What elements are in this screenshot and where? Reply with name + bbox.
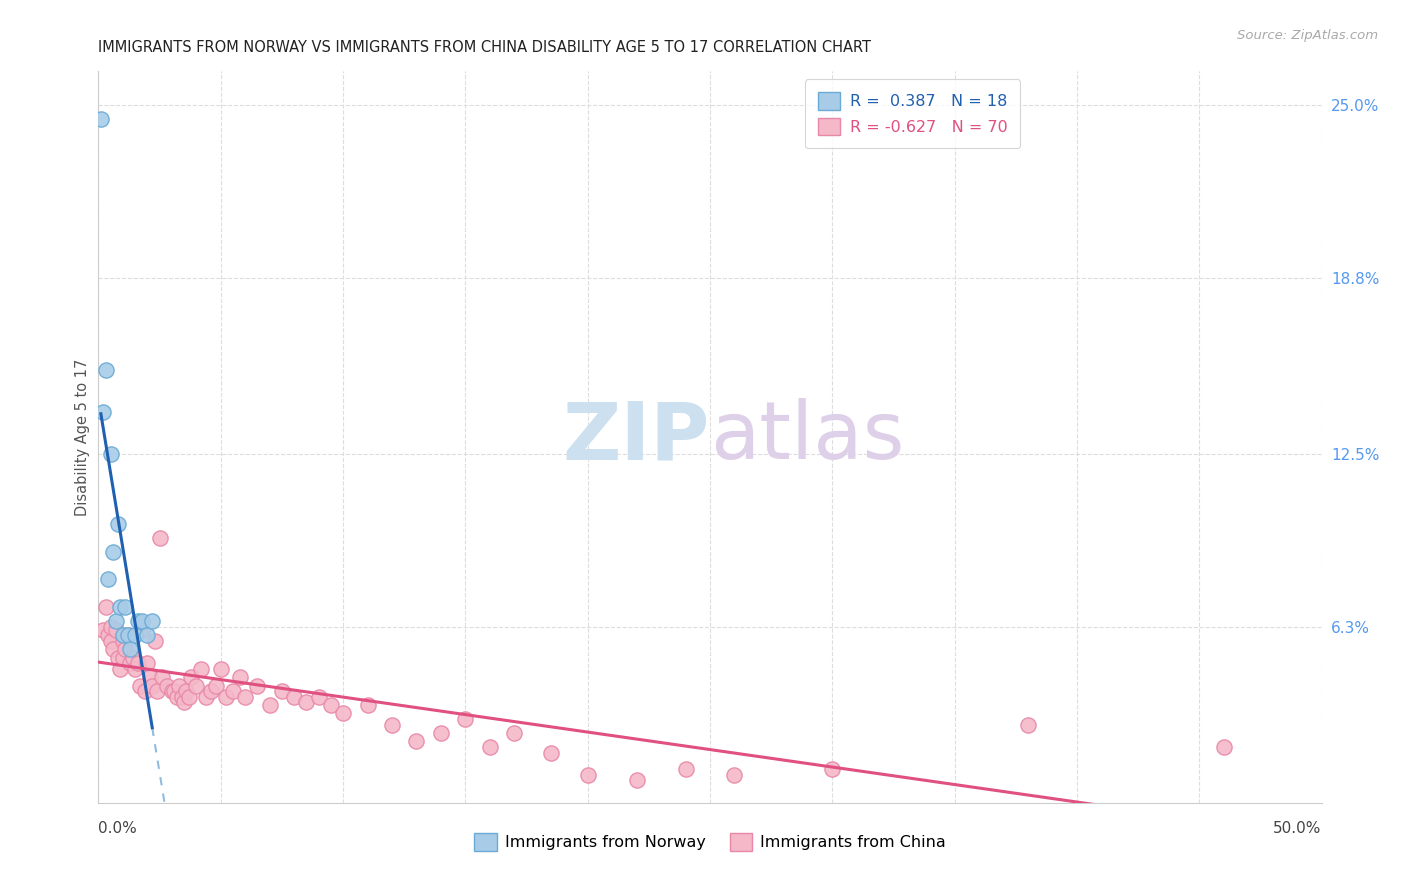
- Point: [97, 628, 120, 642]
- Text: 0.0%: 0.0%: [98, 821, 138, 836]
- Point: [176, 684, 198, 698]
- Point: [136, 628, 159, 642]
- Point: [143, 633, 166, 648]
- Point: [100, 447, 122, 461]
- Point: [478, 739, 501, 754]
- Point: [141, 615, 163, 629]
- Point: [127, 657, 149, 671]
- Point: [166, 690, 188, 704]
- Point: [173, 695, 195, 709]
- Text: Source: ZipAtlas.com: Source: ZipAtlas.com: [1237, 29, 1378, 42]
- Point: [319, 698, 342, 712]
- Point: [114, 600, 136, 615]
- Point: [104, 623, 127, 637]
- Point: [167, 679, 190, 693]
- Point: [723, 768, 745, 782]
- Point: [270, 684, 294, 698]
- Point: [229, 670, 252, 684]
- Point: [295, 695, 318, 709]
- Point: [222, 684, 245, 698]
- Point: [576, 768, 599, 782]
- Point: [114, 642, 136, 657]
- Point: [94, 600, 117, 615]
- Point: [124, 662, 146, 676]
- Point: [110, 662, 132, 676]
- Point: [821, 762, 844, 776]
- Point: [101, 642, 124, 657]
- Point: [180, 670, 202, 684]
- Point: [356, 698, 378, 712]
- Point: [91, 405, 114, 419]
- Point: [131, 623, 153, 637]
- Point: [139, 670, 162, 684]
- Point: [186, 679, 208, 693]
- Point: [131, 615, 153, 629]
- Point: [111, 633, 134, 648]
- Point: [101, 544, 124, 558]
- Point: [200, 684, 222, 698]
- Point: [170, 690, 193, 704]
- Text: IMMIGRANTS FROM NORWAY VS IMMIGRANTS FROM CHINA DISABILITY AGE 5 TO 17 CORRELATI: IMMIGRANTS FROM NORWAY VS IMMIGRANTS FRO…: [98, 40, 872, 55]
- Point: [381, 717, 404, 731]
- Point: [97, 573, 120, 587]
- Point: [136, 657, 159, 671]
- Point: [111, 650, 134, 665]
- Point: [107, 516, 129, 531]
- Point: [1017, 717, 1039, 731]
- Point: [141, 679, 163, 693]
- Point: [121, 650, 143, 665]
- Text: atlas: atlas: [710, 398, 904, 476]
- Point: [156, 679, 179, 693]
- Point: [110, 600, 132, 615]
- Point: [675, 762, 697, 776]
- Text: 50.0%: 50.0%: [1274, 821, 1322, 836]
- Point: [259, 698, 281, 712]
- Point: [100, 620, 122, 634]
- Point: [120, 657, 142, 671]
- Point: [100, 633, 122, 648]
- Point: [214, 690, 236, 704]
- Legend: Immigrants from Norway, Immigrants from China: Immigrants from Norway, Immigrants from …: [468, 827, 952, 857]
- Point: [104, 615, 127, 629]
- Point: [91, 623, 114, 637]
- Point: [205, 679, 228, 693]
- Point: [283, 690, 305, 704]
- Point: [160, 684, 183, 698]
- Point: [454, 712, 477, 726]
- Point: [124, 628, 146, 642]
- Point: [163, 684, 186, 698]
- Point: [149, 531, 172, 545]
- Point: [195, 690, 218, 704]
- Point: [134, 684, 156, 698]
- Point: [129, 679, 152, 693]
- Point: [209, 662, 232, 676]
- Text: ZIP: ZIP: [562, 398, 710, 476]
- Point: [1212, 739, 1234, 754]
- Point: [146, 684, 169, 698]
- Point: [117, 628, 139, 642]
- Point: [127, 615, 149, 629]
- Point: [540, 746, 562, 760]
- Point: [246, 679, 269, 693]
- Point: [90, 112, 112, 126]
- Point: [94, 363, 117, 377]
- Point: [120, 642, 142, 657]
- Point: [150, 670, 173, 684]
- Y-axis label: Disability Age 5 to 17: Disability Age 5 to 17: [75, 359, 90, 516]
- Point: [233, 690, 256, 704]
- Point: [503, 726, 526, 740]
- Point: [117, 628, 139, 642]
- Point: [430, 726, 453, 740]
- Point: [177, 690, 200, 704]
- Point: [308, 690, 330, 704]
- Point: [332, 706, 354, 721]
- Point: [190, 662, 212, 676]
- Point: [111, 628, 134, 642]
- Point: [626, 773, 648, 788]
- Point: [405, 734, 427, 748]
- Point: [107, 650, 129, 665]
